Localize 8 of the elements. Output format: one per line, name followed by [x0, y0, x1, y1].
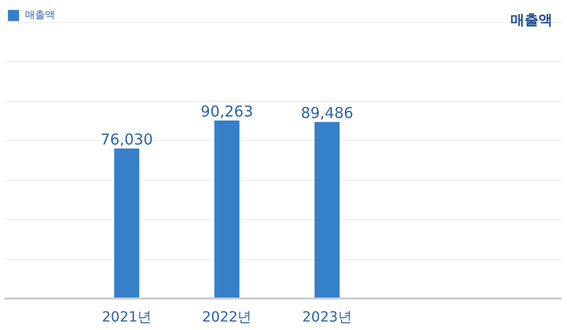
x-tick-label: 2021년	[102, 310, 152, 326]
data-label: 89,486	[300, 104, 354, 122]
x-tick-label: 2023년	[302, 310, 352, 326]
text: 매출액	[510, 12, 552, 28]
data-label: 90,263	[200, 102, 254, 120]
data-label: 76,030	[100, 130, 153, 149]
x-tick-label: 2022년	[202, 310, 252, 326]
legend-label: 매출액	[25, 9, 55, 22]
